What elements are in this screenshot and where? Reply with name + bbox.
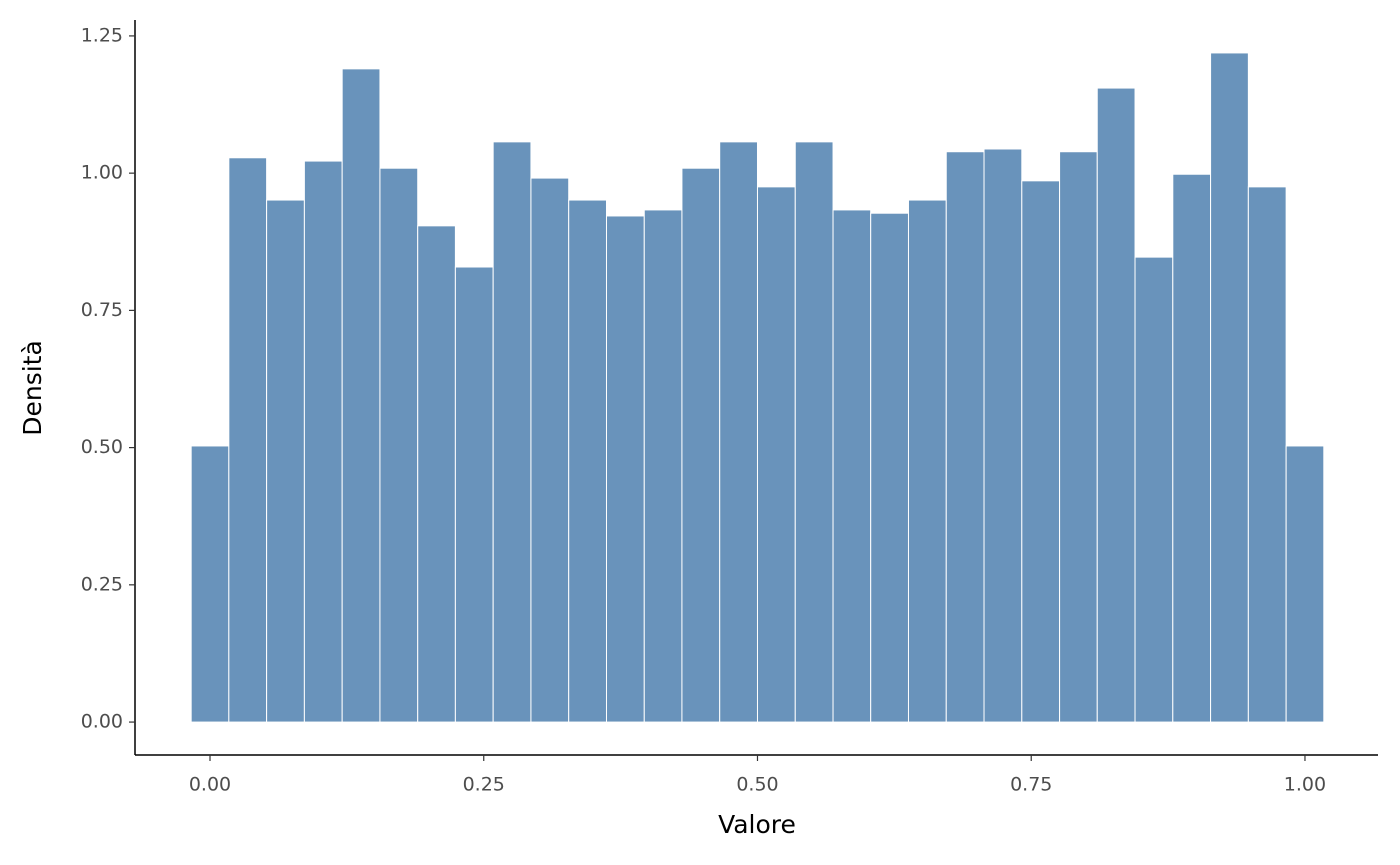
bar [568, 199, 607, 723]
bar [719, 141, 758, 723]
bar [492, 141, 532, 723]
bar [303, 160, 343, 723]
bar [907, 199, 947, 723]
bar [341, 68, 381, 723]
x-tick-label: 0.25 [463, 774, 505, 796]
bar [417, 225, 456, 723]
x-axis-title: Valore [718, 810, 796, 839]
bar [379, 167, 419, 723]
y-tick-label: 0.75 [81, 299, 123, 321]
bar [870, 212, 909, 723]
bar [454, 266, 494, 723]
bar [1134, 256, 1174, 723]
bar [1285, 445, 1325, 723]
y-tick-label: 1.00 [81, 162, 123, 184]
bar [190, 445, 230, 723]
bar [1059, 151, 1098, 723]
bar [945, 151, 985, 723]
bar [530, 177, 570, 723]
bar [681, 167, 721, 723]
bar [756, 186, 796, 723]
bar [1172, 173, 1212, 723]
bar [266, 199, 305, 723]
bar [643, 209, 683, 723]
bar [983, 148, 1023, 723]
y-axis-title: Densità [18, 340, 47, 436]
x-tick-label: 0.50 [736, 774, 778, 796]
bar [1096, 87, 1136, 723]
bar [832, 209, 872, 723]
bar [1210, 52, 1249, 723]
x-tick-label: 0.75 [1010, 774, 1052, 796]
bar [1247, 186, 1287, 723]
y-tick-label: 0.50 [81, 436, 123, 458]
bar [228, 157, 268, 723]
y-tick-label: 0.25 [81, 573, 123, 595]
x-tick-label: 0.00 [189, 774, 231, 796]
bar [605, 215, 645, 723]
bar [1021, 180, 1061, 723]
y-tick-label: 0.00 [81, 711, 123, 733]
y-tick-label: 1.25 [81, 24, 123, 46]
bar [794, 141, 834, 723]
x-tick-label: 1.00 [1284, 774, 1326, 796]
